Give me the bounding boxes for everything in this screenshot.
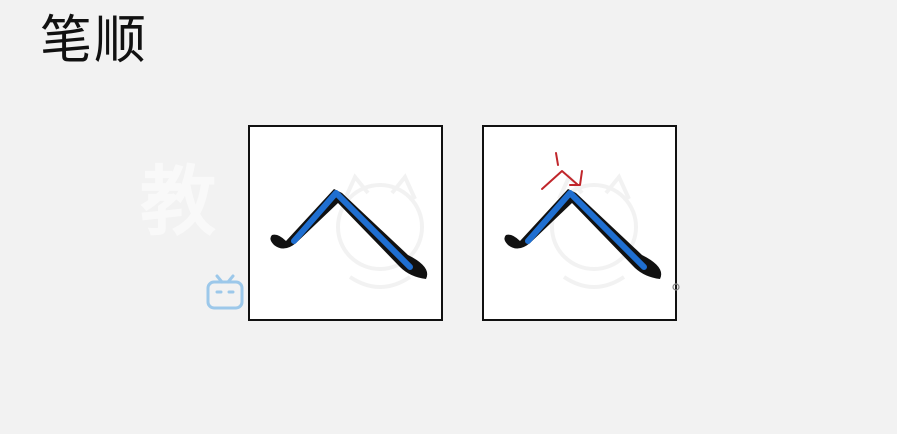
watermark-text: 教 <box>140 157 224 246</box>
stroke-card-1 <box>248 125 443 321</box>
stroke-diagram <box>270 173 428 289</box>
stroke-diagram-annotated <box>504 152 662 289</box>
cursor-icon <box>672 283 680 291</box>
page-title: 笔顺 <box>40 11 149 71</box>
stroke-blue-guide <box>291 190 413 270</box>
red-arrow-annotation <box>541 152 583 190</box>
mascot-watermark-icon <box>336 173 424 289</box>
mascot-watermark-icon <box>550 173 638 289</box>
bilibili-tv-icon <box>206 274 244 310</box>
stroke-blue-guide <box>525 190 647 270</box>
stroke-card-2 <box>482 125 677 321</box>
